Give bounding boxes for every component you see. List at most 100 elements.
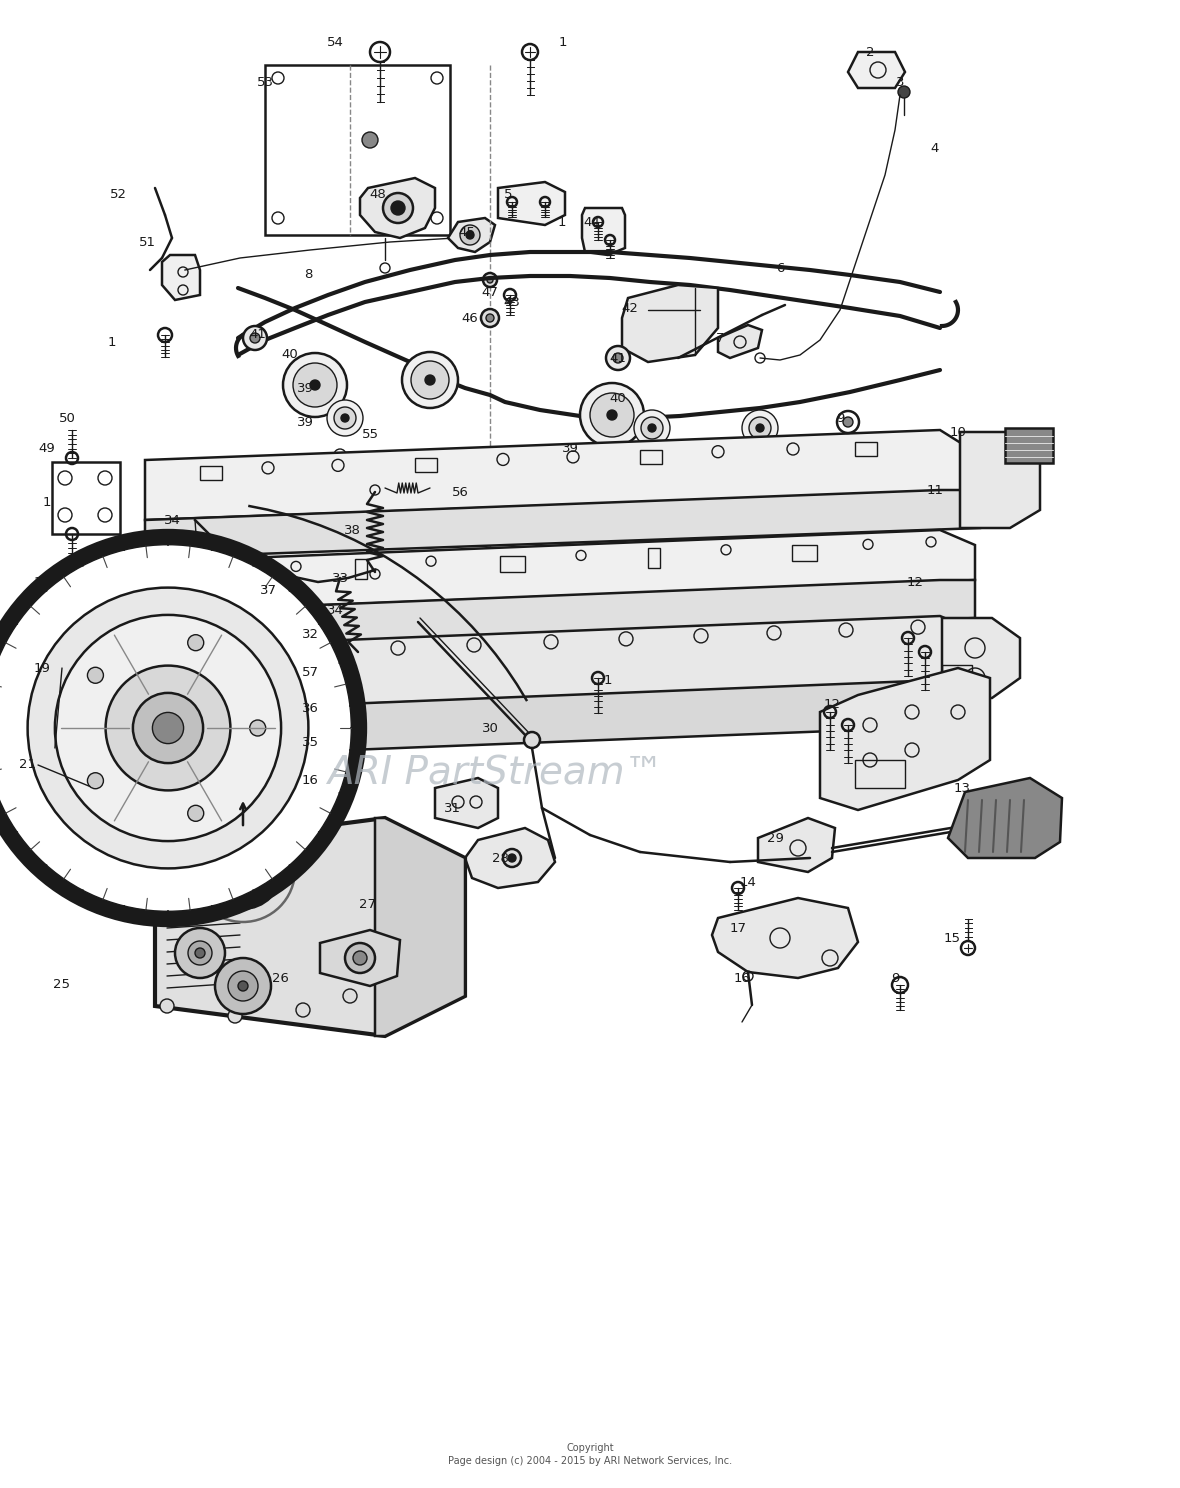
Text: 26: 26: [271, 972, 288, 985]
Text: 45: 45: [459, 226, 476, 238]
Circle shape: [228, 1009, 242, 1024]
Text: 30: 30: [481, 722, 498, 735]
Circle shape: [466, 231, 474, 240]
Text: 49: 49: [39, 442, 55, 454]
Bar: [170, 568, 195, 585]
Text: 40: 40: [282, 348, 299, 362]
Circle shape: [742, 411, 778, 446]
Text: Copyright: Copyright: [566, 1443, 614, 1452]
Circle shape: [232, 860, 253, 879]
Text: Page design (c) 2004 - 2015 by ARI Network Services, Inc.: Page design (c) 2004 - 2015 by ARI Netwo…: [448, 1457, 732, 1466]
Polygon shape: [320, 930, 400, 987]
Polygon shape: [145, 616, 985, 711]
Text: 37: 37: [260, 583, 276, 597]
Text: 6: 6: [775, 262, 785, 274]
Circle shape: [362, 132, 378, 147]
Polygon shape: [145, 490, 981, 558]
Text: 43: 43: [504, 296, 520, 308]
Circle shape: [607, 347, 630, 371]
Polygon shape: [622, 286, 717, 362]
Text: 40: 40: [610, 391, 627, 405]
Polygon shape: [961, 432, 1040, 528]
Circle shape: [27, 588, 308, 869]
Bar: [640, 451, 662, 464]
Text: 10: 10: [950, 426, 966, 439]
Bar: [52, 461, 120, 534]
Circle shape: [205, 832, 281, 908]
Text: 13: 13: [953, 781, 970, 795]
Text: 14: 14: [740, 875, 756, 888]
Text: 12: 12: [906, 576, 924, 588]
Polygon shape: [942, 618, 1020, 698]
Polygon shape: [145, 530, 975, 612]
Circle shape: [296, 1003, 310, 1016]
Polygon shape: [448, 219, 494, 251]
Text: 15: 15: [944, 931, 961, 945]
Text: 18: 18: [33, 576, 51, 588]
Text: 48: 48: [369, 189, 386, 201]
Polygon shape: [162, 254, 199, 301]
Circle shape: [250, 720, 266, 737]
Circle shape: [313, 705, 332, 725]
Text: 1: 1: [107, 335, 117, 348]
Text: 16: 16: [734, 972, 750, 985]
Circle shape: [0, 545, 352, 911]
Circle shape: [345, 943, 375, 973]
Circle shape: [353, 951, 367, 966]
Polygon shape: [145, 680, 985, 757]
Text: 35: 35: [302, 735, 319, 748]
Text: 32: 32: [302, 628, 319, 641]
Polygon shape: [948, 778, 1062, 859]
Circle shape: [195, 948, 205, 958]
Circle shape: [391, 201, 405, 214]
Polygon shape: [155, 818, 465, 1036]
Text: 34: 34: [327, 604, 343, 616]
Text: 1: 1: [558, 216, 566, 229]
Polygon shape: [145, 580, 975, 647]
Text: 39: 39: [296, 381, 314, 394]
Bar: [199, 466, 222, 481]
Bar: [355, 559, 367, 579]
Text: 44: 44: [584, 216, 601, 229]
Text: 41: 41: [610, 351, 627, 365]
Text: 16: 16: [302, 774, 319, 787]
Circle shape: [175, 929, 225, 978]
Text: 25: 25: [53, 979, 71, 991]
Polygon shape: [465, 827, 555, 888]
Polygon shape: [582, 208, 625, 254]
Circle shape: [55, 615, 281, 841]
Circle shape: [293, 363, 337, 408]
Circle shape: [0, 533, 363, 923]
Circle shape: [188, 940, 212, 966]
Bar: [792, 545, 817, 561]
Text: 41: 41: [249, 329, 267, 342]
Text: 16: 16: [242, 893, 258, 906]
Polygon shape: [848, 52, 905, 88]
Bar: [415, 458, 437, 472]
Circle shape: [160, 998, 173, 1013]
Circle shape: [581, 382, 644, 446]
Text: 9: 9: [891, 972, 899, 985]
Text: 28: 28: [492, 851, 509, 865]
Text: 5: 5: [504, 189, 512, 201]
Circle shape: [384, 193, 413, 223]
Circle shape: [341, 414, 349, 423]
Text: 38: 38: [343, 524, 360, 537]
Circle shape: [487, 277, 493, 283]
Circle shape: [240, 866, 247, 873]
Circle shape: [402, 353, 458, 408]
Circle shape: [283, 353, 347, 417]
Text: 2: 2: [866, 46, 874, 58]
Circle shape: [87, 667, 104, 683]
Circle shape: [343, 990, 358, 1003]
Text: 9: 9: [835, 412, 844, 424]
Bar: [648, 548, 660, 567]
Polygon shape: [712, 897, 858, 978]
Circle shape: [310, 379, 320, 390]
Text: 21: 21: [20, 759, 37, 771]
Text: 3: 3: [896, 76, 904, 88]
Polygon shape: [360, 179, 435, 238]
Polygon shape: [145, 430, 981, 519]
Text: 53: 53: [256, 76, 274, 89]
Text: 39: 39: [562, 442, 578, 454]
